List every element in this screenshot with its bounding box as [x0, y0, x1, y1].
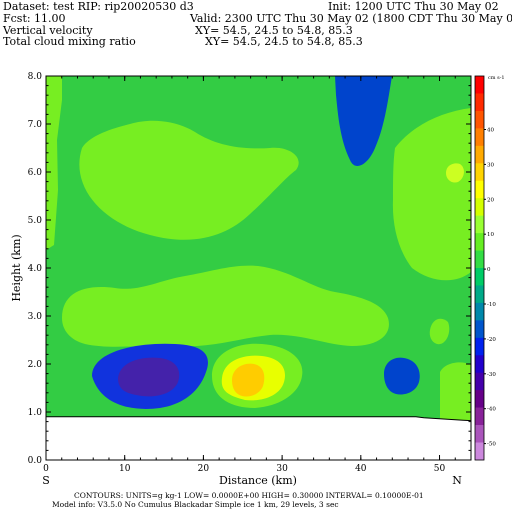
x-axis-label: Distance (km) [219, 474, 297, 487]
colorbar-swatch-6 [475, 180, 484, 199]
colorbar: 40 30 20 10 0 -10 -20 -30 -40 -50 [474, 75, 496, 461]
colorbar-swatch-7 [475, 198, 484, 216]
colorbar-swatch-4 [475, 145, 484, 164]
colorbar-swatch-18 [475, 390, 484, 408]
field-region-right-blue [384, 357, 420, 395]
colorbar-swatch-14 [475, 320, 484, 339]
y-axis: 0.0 1.0 2.0 3.0 4.0 5.0 6.0 7.0 8.0 [28, 72, 471, 466]
colorbar-swatch-20 [475, 425, 484, 443]
colorbar-swatch-12 [475, 285, 484, 304]
y-tick-label-6: 6.0 [28, 168, 43, 178]
colorbar-swatch-3 [475, 128, 484, 147]
header-dataset: Dataset: test RIP: rip20020530 d3 [3, 0, 194, 13]
colorbar-swatch-21 [475, 442, 484, 461]
y-tick-label-5: 5.0 [28, 216, 43, 226]
field-region-left-column [46, 76, 62, 250]
colorbar-swatch-15 [475, 337, 484, 356]
colorbar-swatch-11 [475, 268, 484, 286]
colorbar-swatch-16 [475, 355, 484, 374]
light-green-regions [46, 76, 471, 460]
footer-contours: CONTOURS: UNITS=g kg-1 LOW= 0.0000E+00 H… [74, 491, 424, 500]
colorbar-frame [474, 75, 485, 461]
x-tick-label-3: 30 [276, 464, 288, 474]
colorbar-label-7: -30 [487, 372, 496, 378]
field-region-updraft-core [232, 363, 265, 397]
y-tick-label-4: 4.0 [28, 264, 43, 274]
north-end-label: N [452, 474, 462, 487]
colorbar-swatch-8 [475, 215, 484, 234]
y-tick-label-7: 7.0 [28, 120, 43, 130]
header-field-2: Total cloud mixing ratio [3, 35, 136, 48]
colorbar-swatch-13 [475, 302, 484, 321]
y-tick-label-1: 1.0 [28, 408, 43, 418]
y-tick-label-2: 2.0 [28, 360, 43, 370]
colorbar-swatch-10 [475, 250, 484, 269]
header-xy-1: XY= 54.5, 24.5 to 54.8, 85.3 [195, 24, 353, 37]
x-tick-label-2: 20 [198, 464, 210, 474]
colorbar-swatch-1 [475, 93, 484, 112]
colorbar-unit-label: cm s-1 [488, 75, 505, 81]
colorbar-label-5: -10 [487, 302, 496, 308]
field-region-right-yellow [446, 163, 464, 183]
terrain-mask [46, 416, 471, 460]
header-fcst: Fcst: 11.00 [3, 12, 66, 25]
y-axis-label: Height (km) [10, 234, 23, 301]
footer-model-info: Model info: V3.5.0 No Cumulus Blackadar … [52, 500, 339, 509]
terrain-outline [46, 416, 471, 422]
field-region-right-lower [429, 318, 450, 345]
field-region-down-core [118, 357, 180, 397]
y-tick-label-0: 0.0 [28, 456, 43, 466]
y-tick-label-8: 8.0 [28, 72, 43, 82]
colorbar-label-1: 30 [487, 162, 494, 168]
header-init: Init: 1200 UTC Thu 30 May 02 [328, 0, 499, 13]
field-region-top-blue [335, 76, 392, 167]
header-xy-2: XY= 54.5, 24.5 to 54.8, 85.3 [205, 35, 363, 48]
x-tick-label-5: 50 [434, 464, 446, 474]
header-valid: Valid: 2300 UTC Thu 30 May 02 (1800 CDT … [190, 12, 512, 25]
south-end-label: S [42, 474, 50, 487]
colorbar-swatch-17 [475, 372, 484, 391]
colorbar-swatch-2 [475, 110, 484, 129]
x-tick-label-1: 10 [119, 464, 131, 474]
colorbar-swatch-0 [475, 76, 484, 94]
colorbar-swatch-9 [475, 233, 484, 251]
plot-area [46, 76, 471, 460]
colorbar-swatch-19 [475, 407, 484, 426]
colorbar-label-3: 10 [487, 232, 494, 238]
colorbar-label-6: -20 [487, 337, 496, 343]
colorbar-label-0: 40 [487, 128, 494, 134]
field-region-mid-band [62, 265, 389, 347]
header-field-1: Vertical velocity [3, 24, 93, 37]
field-region-right-upper [392, 108, 471, 281]
colorbar-label-4: 0 [487, 267, 491, 273]
field-region-upper-blob [79, 120, 299, 240]
colorbar-label-8: -40 [487, 407, 496, 413]
x-axis: 0 10 20 30 40 50 [43, 76, 472, 474]
colorbar-swatch-5 [475, 163, 484, 182]
y-tick-label-3: 3.0 [28, 312, 43, 322]
x-tick-label-4: 40 [355, 464, 367, 474]
x-tick-label-0: 0 [43, 464, 49, 474]
colorbar-label-9: -50 [487, 442, 496, 448]
colorbar-label-2: 20 [487, 197, 494, 203]
